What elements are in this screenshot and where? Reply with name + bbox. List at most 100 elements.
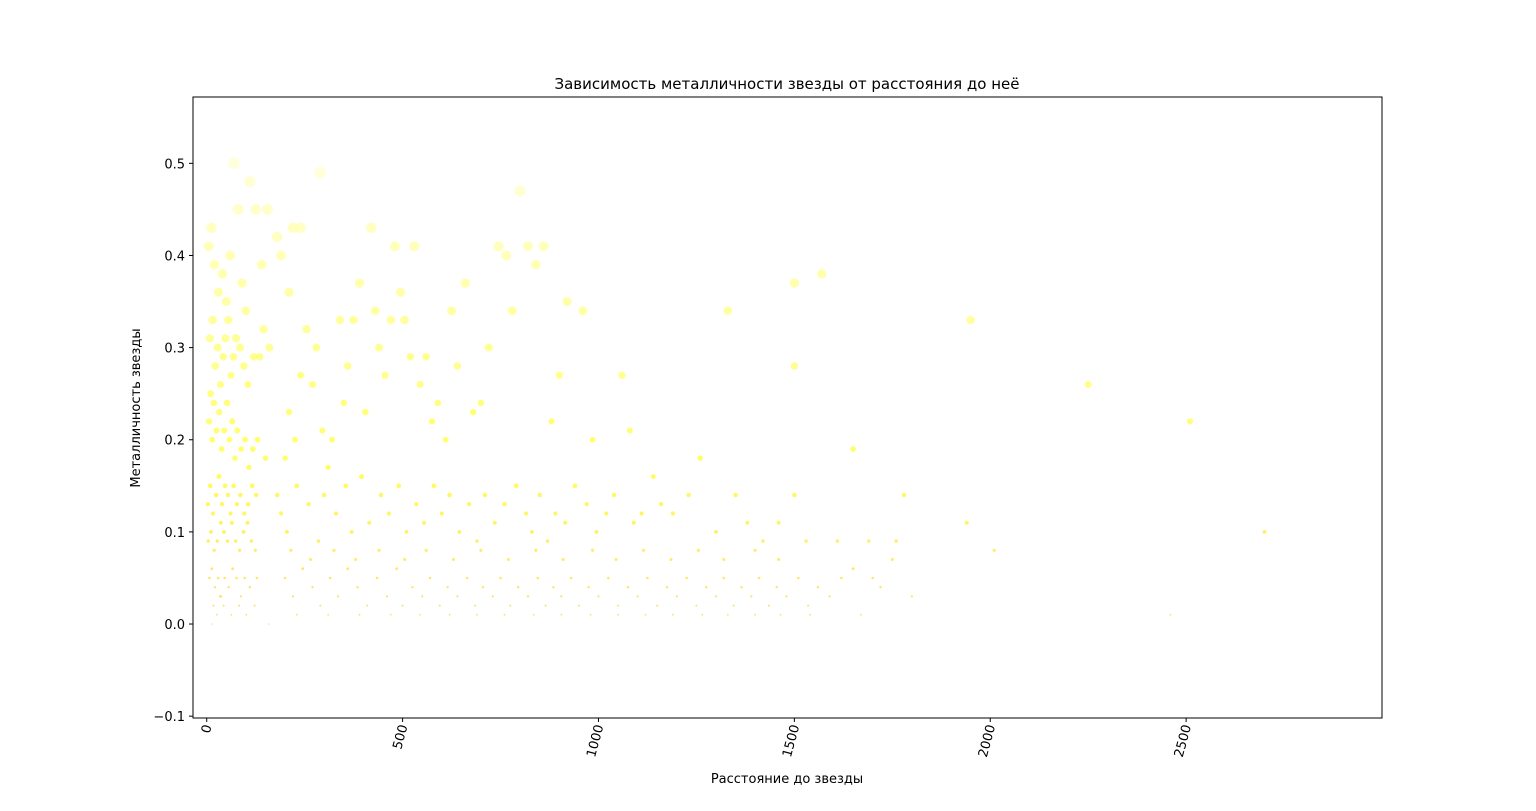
- scatter-point: [695, 604, 698, 607]
- scatter-point: [216, 381, 224, 388]
- scatter-point: [1186, 418, 1194, 425]
- scatter-point: [775, 586, 778, 589]
- scatter-point: [208, 315, 217, 325]
- y-axis: −0.1 0.0 0.1 0.2 0.3 0.4 0.5: [153, 157, 193, 725]
- scatter-point: [302, 325, 311, 334]
- scatter-point: [817, 269, 827, 279]
- scatter-point: [617, 604, 620, 607]
- scatter-point: [316, 539, 321, 543]
- scatter-point: [249, 483, 255, 489]
- scatter-point: [211, 362, 219, 370]
- scatter-point: [594, 530, 599, 534]
- scatter-point: [287, 222, 299, 234]
- scatter-point: [584, 502, 589, 507]
- scatter-point: [282, 455, 288, 461]
- scatter-point: [210, 511, 216, 516]
- scatter-point: [792, 492, 797, 498]
- y-tick-label: 0.1: [164, 526, 185, 541]
- scatter-point: [219, 353, 227, 361]
- scatter-point: [336, 595, 340, 598]
- scatter-point: [207, 390, 215, 398]
- scatter-point: [314, 166, 327, 179]
- scatter-point: [669, 558, 673, 561]
- scatter-point: [262, 455, 269, 461]
- scatter-point: [809, 613, 811, 616]
- scatter-point: [241, 530, 246, 534]
- scatter-point: [213, 427, 220, 434]
- scatter-point: [389, 241, 400, 252]
- scatter-point: [206, 539, 210, 543]
- scatter-point: [696, 548, 701, 552]
- scatter-point: [205, 502, 211, 507]
- scatter-point: [216, 576, 220, 580]
- scatter-point: [377, 548, 381, 552]
- scatter-point: [221, 427, 228, 434]
- scatter-point: [675, 595, 678, 598]
- scatter-point: [237, 278, 247, 288]
- scatter-point: [1084, 381, 1092, 388]
- scatter-point: [295, 222, 307, 234]
- scatter-point: [217, 269, 228, 279]
- scatter-point: [238, 604, 241, 607]
- scatter-point: [239, 595, 242, 598]
- scatter-point: [665, 586, 669, 589]
- scatter-point: [538, 241, 549, 252]
- scatter-point: [835, 539, 840, 543]
- scatter-point: [840, 576, 843, 580]
- scatter-point: [428, 418, 436, 425]
- scatter-point: [545, 539, 550, 543]
- scatter-point: [626, 586, 630, 589]
- scatter-point: [229, 353, 238, 361]
- scatter-point: [362, 408, 369, 416]
- scatter-point: [375, 576, 379, 580]
- scatter-point: [618, 371, 626, 379]
- scatter-point: [227, 371, 235, 379]
- scatter-point: [234, 539, 238, 543]
- scatter-point: [327, 613, 330, 616]
- scatter-point: [218, 595, 222, 598]
- scatter-point: [396, 483, 402, 489]
- scatter-point: [221, 334, 230, 343]
- scatter-point: [492, 520, 497, 525]
- scatter-point: [367, 520, 372, 525]
- scatter-point: [232, 203, 244, 215]
- scatter-point: [474, 604, 477, 607]
- scatter-point: [253, 604, 256, 607]
- scatter-point: [358, 613, 361, 616]
- scatter-point: [439, 511, 444, 516]
- scatter-point: [213, 492, 219, 498]
- scatter-point: [205, 334, 214, 343]
- scatter-point: [452, 558, 455, 561]
- scatter-point: [804, 539, 808, 543]
- scatter-point: [807, 604, 810, 607]
- scatter-point: [964, 520, 969, 525]
- scatter-point: [503, 613, 506, 616]
- scatter-point: [626, 427, 633, 434]
- scatter-point: [499, 576, 502, 580]
- scatter-point: [479, 548, 483, 552]
- scatter-point: [890, 558, 894, 561]
- scatter-point: [346, 567, 350, 571]
- scatter-point: [850, 446, 856, 452]
- scatter-point: [216, 613, 218, 616]
- scatter-point: [246, 502, 251, 507]
- scatter-point: [722, 576, 726, 580]
- scatter-point: [228, 157, 241, 170]
- scatter-point: [591, 548, 595, 552]
- scatter-point: [456, 595, 459, 598]
- scatter-point: [723, 306, 733, 316]
- scatter-point: [212, 604, 215, 607]
- scatter-point: [216, 408, 223, 416]
- scatter-point: [329, 436, 335, 443]
- scatter-point: [245, 520, 250, 525]
- scatter-point: [560, 595, 563, 598]
- scatter-point: [306, 502, 311, 507]
- scatter-point: [644, 613, 647, 616]
- scatter-point: [534, 548, 538, 552]
- scatter-point: [229, 520, 234, 525]
- scatter-point: [587, 586, 590, 589]
- scatter-point: [532, 613, 535, 616]
- scatter-point: [206, 418, 213, 425]
- scatter-point: [238, 492, 243, 498]
- scatter-point: [790, 362, 799, 370]
